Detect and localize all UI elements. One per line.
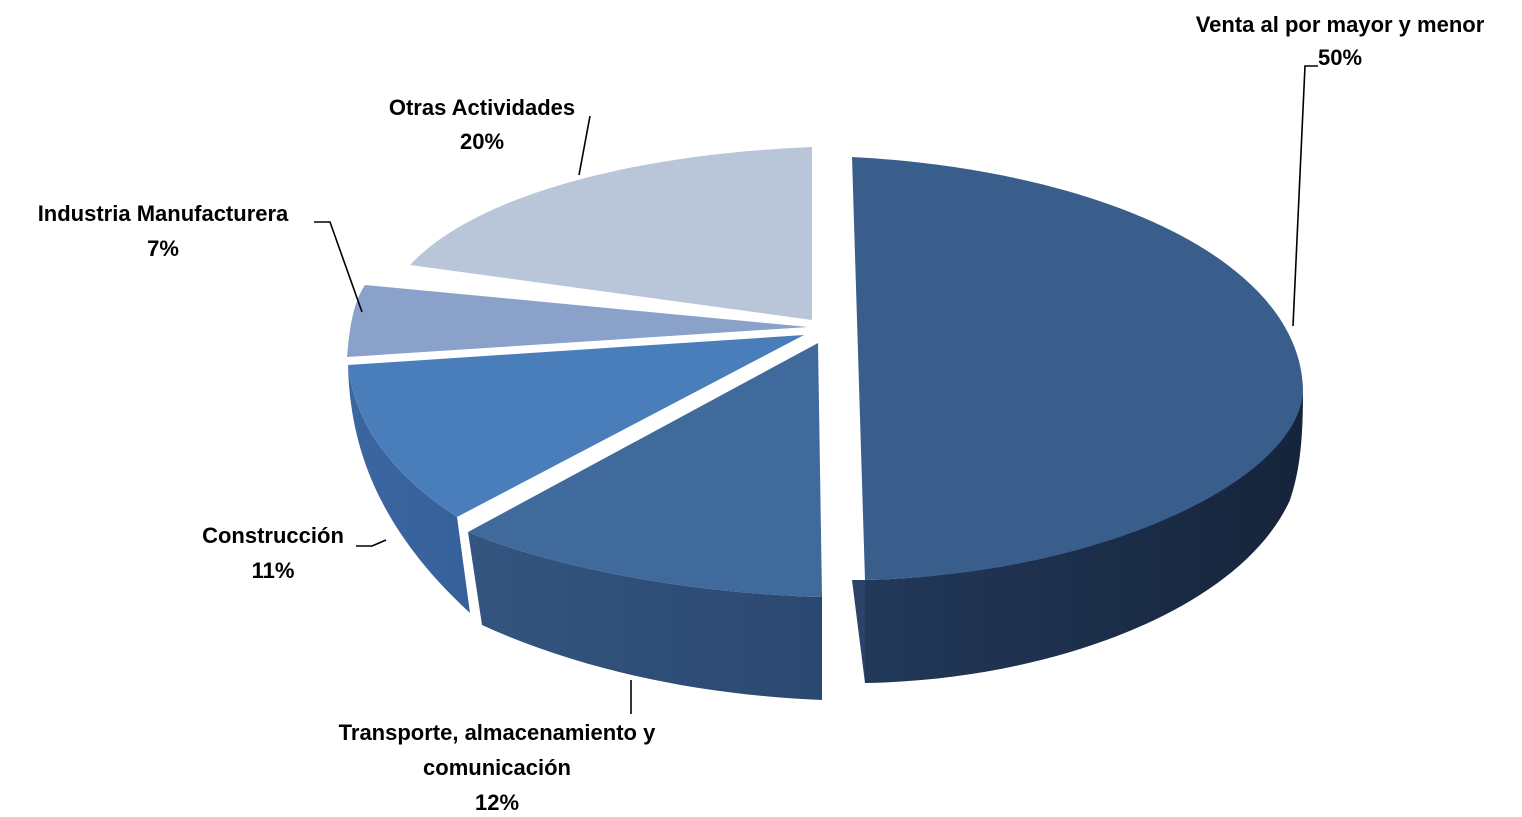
slice-otras <box>410 147 812 320</box>
leader-construccion <box>356 539 387 547</box>
slice-sides <box>348 157 1303 700</box>
leader-otras <box>578 115 591 176</box>
slice-transporte <box>468 343 822 597</box>
slice-side-construccion <box>348 365 470 613</box>
slice-tops <box>347 147 1303 597</box>
slice-wall-venta-inner <box>852 157 865 683</box>
slice-side-transporte <box>468 532 822 700</box>
label-venta-name: Venta al por mayor y menor <box>1196 12 1485 37</box>
label-transporte-name-line1: Transporte, almacenamiento y <box>339 720 656 745</box>
label-construccion-name: Construcción <box>202 523 344 548</box>
label-otras-value: 20% <box>460 129 504 154</box>
leader-industria <box>314 221 363 313</box>
slice-venta <box>852 157 1303 580</box>
leader-lines <box>314 65 1318 714</box>
label-industria-value: 7% <box>147 236 179 261</box>
label-otras-name: Otras Actividades <box>389 95 575 120</box>
data-labels: Venta al por mayor y menor 50% Otras Act… <box>38 12 1485 815</box>
label-construccion-value: 11% <box>252 558 295 583</box>
label-venta-value: 50% <box>1318 45 1362 70</box>
slice-side-venta <box>865 390 1303 683</box>
slice-construccion <box>348 335 804 517</box>
leader-venta <box>1292 65 1318 327</box>
label-transporte-name-line2: comunicación <box>423 755 571 780</box>
label-transporte-value: 12% <box>475 790 519 815</box>
slice-industria <box>347 285 808 357</box>
label-industria-name: Industria Manufacturera <box>38 201 289 226</box>
